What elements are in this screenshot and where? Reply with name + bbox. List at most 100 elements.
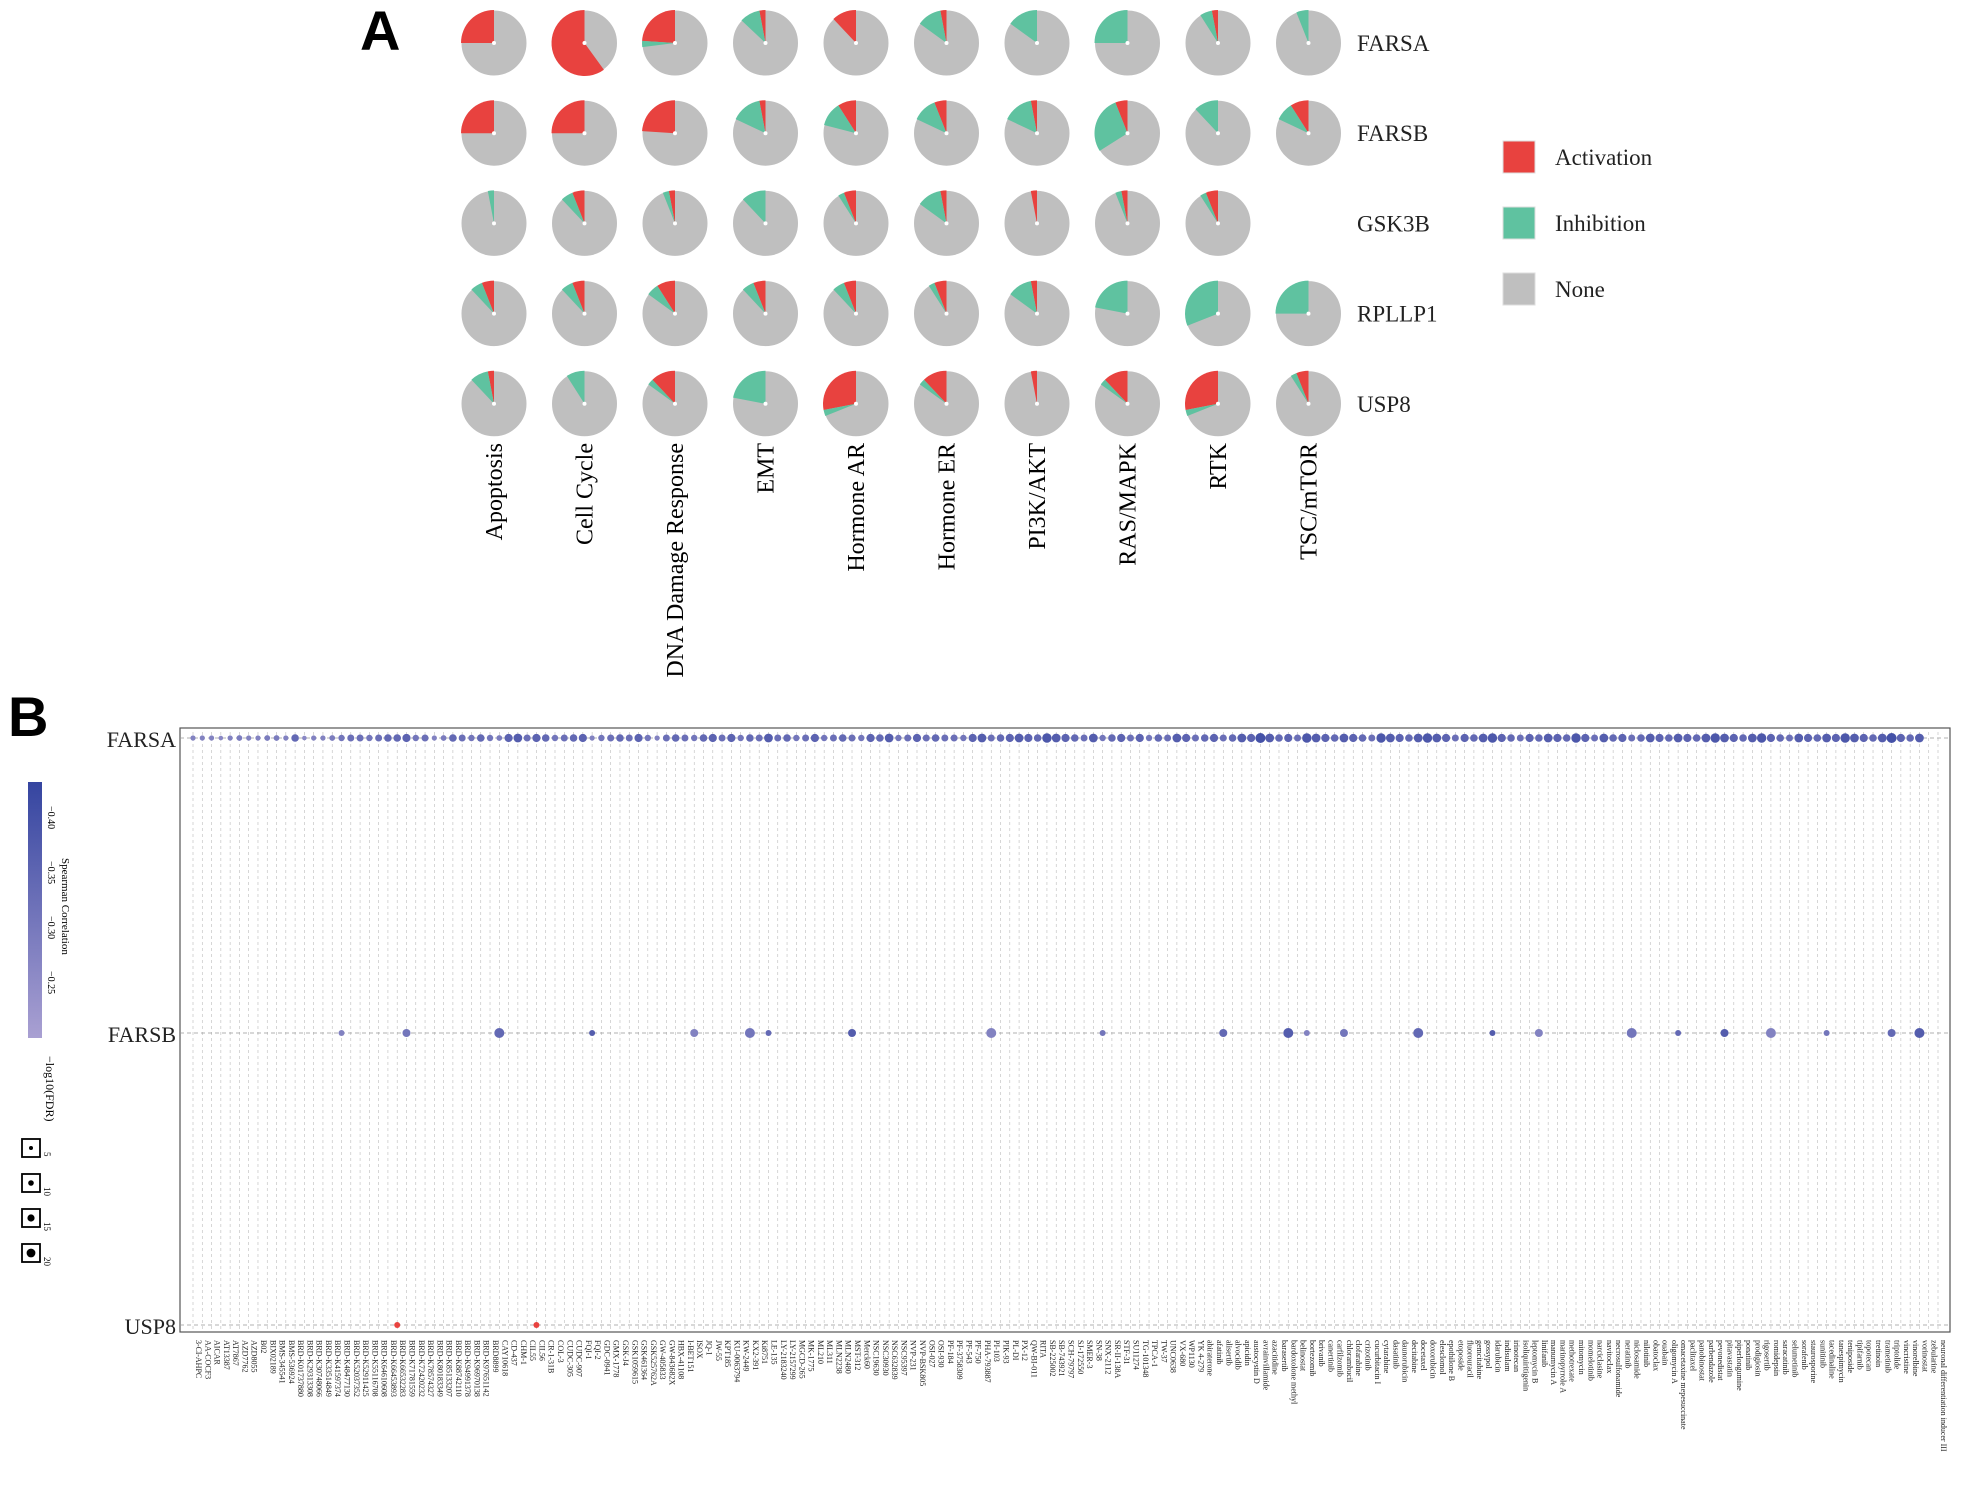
drug-label: romidepsin: [1772, 1340, 1781, 1376]
dot-farsa: [848, 734, 856, 742]
gene-labels-b: FARSA FARSB USP8: [107, 727, 176, 1339]
drug-label: BRD-K88742110: [454, 1340, 463, 1397]
dot-farsa: [691, 734, 698, 742]
drug-label: momelotinib: [1586, 1340, 1595, 1381]
size-legend-dot: [27, 1214, 35, 1222]
pie-slice-inhibition: [742, 282, 766, 314]
pie-slice-activation: [1296, 370, 1309, 404]
legend-swatch-none: [1502, 272, 1536, 306]
dot-farsa: [644, 734, 652, 742]
pie-center: [582, 221, 587, 226]
dot-farsa: [931, 734, 940, 742]
drug-label: MLN2238: [834, 1340, 843, 1374]
pie-center: [763, 221, 768, 226]
drug-label: BRD-K66532283: [398, 1340, 407, 1397]
drug-label: omacetaxine mepesuccinate: [1679, 1340, 1688, 1430]
dot-farsa: [1470, 734, 1478, 742]
drug-label: JW-55: [714, 1340, 723, 1361]
dot-farsa: [1896, 733, 1905, 743]
dot-farsa: [384, 734, 392, 742]
drug-label: MLN2480: [844, 1340, 853, 1374]
pie-center: [582, 131, 587, 136]
pie-slice-activation: [923, 370, 947, 404]
pie-center: [763, 41, 768, 45]
pie-slice-inhibition: [928, 282, 947, 314]
drug-label: oligomycin A: [1670, 1340, 1679, 1384]
drug-label: decitabine: [1410, 1340, 1419, 1373]
colorbar-tick: −0.30: [45, 916, 56, 939]
dot-usp8: [533, 1322, 540, 1328]
gene-label-a: GSK3B: [1357, 211, 1430, 236]
drug-label: UNC0638: [1169, 1340, 1178, 1373]
drug-label: FQI-1: [584, 1340, 593, 1360]
drug-label: crizotinib: [1364, 1340, 1373, 1371]
drug-label: sorafenib: [1800, 1340, 1809, 1370]
pie-slice-activation: [461, 10, 494, 43]
dot-farsa: [820, 734, 828, 742]
dot-farsb: [1489, 1030, 1496, 1036]
dot-farsa: [941, 734, 949, 742]
dot-farsa: [1237, 733, 1247, 743]
pie-slice-inhibition: [1094, 102, 1128, 151]
dot-farsa: [375, 734, 383, 742]
pie-slice-activation: [833, 10, 856, 43]
pie-slice-inhibition: [824, 105, 856, 134]
dot-farsa: [1581, 733, 1590, 743]
pie-slice-inhibition: [833, 282, 856, 314]
dot-farsa: [1720, 733, 1729, 743]
drug-label: SMER-3: [1085, 1340, 1094, 1368]
drug-label: Merck60: [862, 1340, 871, 1369]
drug-label: TW-37: [1159, 1340, 1168, 1363]
pie-slice-activation: [1030, 190, 1037, 224]
dot-farsa: [1535, 734, 1543, 742]
pie-slice-inhibition: [471, 371, 494, 404]
drug-label: I-BET151: [686, 1340, 695, 1372]
drug-label: AZD8055: [250, 1340, 259, 1372]
dot-farsa: [671, 734, 680, 742]
dot-farsb: [848, 1029, 857, 1037]
pie-slice-inhibition: [741, 10, 766, 44]
drug-label: afatinib: [1215, 1340, 1224, 1364]
dot-farsa: [1451, 734, 1459, 742]
dot-farsa: [1358, 734, 1367, 742]
dot-farsa: [1255, 733, 1266, 743]
pie-center: [1306, 41, 1311, 45]
pie-slice-inhibition: [566, 370, 585, 404]
drug-label: epothilone B: [1447, 1340, 1456, 1381]
pie-center: [492, 41, 496, 45]
dot-farsa: [1422, 733, 1433, 743]
dot-farsb: [1413, 1028, 1424, 1038]
pie-center: [673, 311, 677, 316]
drug-label: rigosertib: [1763, 1340, 1772, 1371]
dot-farsa: [829, 734, 837, 742]
pie-center: [1035, 41, 1039, 45]
dot-farsa: [431, 735, 437, 741]
drug-label: cytarabine: [1382, 1340, 1391, 1374]
dot-farsa: [654, 735, 660, 741]
pie-slice-inhibition: [1115, 190, 1128, 224]
pie-center: [1035, 221, 1039, 226]
drug-label: narciclasine: [1596, 1340, 1605, 1379]
pie-center: [944, 131, 949, 136]
colorbar-ticks: −0.40 −0.35 −0.30 −0.25: [45, 806, 56, 994]
dot-farsa: [1618, 733, 1627, 743]
dot-farsa: [950, 734, 958, 742]
dot-farsa: [504, 733, 513, 743]
drug-label: BRD-K41597374: [333, 1340, 342, 1397]
dot-farsa: [1024, 733, 1033, 743]
dot-farsa: [1042, 733, 1052, 743]
drug-label: PX-12: [1020, 1340, 1029, 1361]
drug-label: PHA-793887: [983, 1340, 992, 1383]
dot-farsa: [1877, 733, 1887, 743]
pie-slice-inhibition: [1185, 403, 1218, 416]
gene-label-b: USP8: [125, 1314, 176, 1339]
dot-farsa: [1441, 733, 1451, 743]
dot-farsa: [1117, 733, 1126, 743]
drug-label: SU11274: [1131, 1340, 1140, 1370]
pie-center: [582, 311, 587, 316]
dot-farsa: [987, 734, 995, 742]
drug-label: PL-DI: [1011, 1340, 1020, 1361]
drug-label: neratinib: [1623, 1340, 1632, 1368]
